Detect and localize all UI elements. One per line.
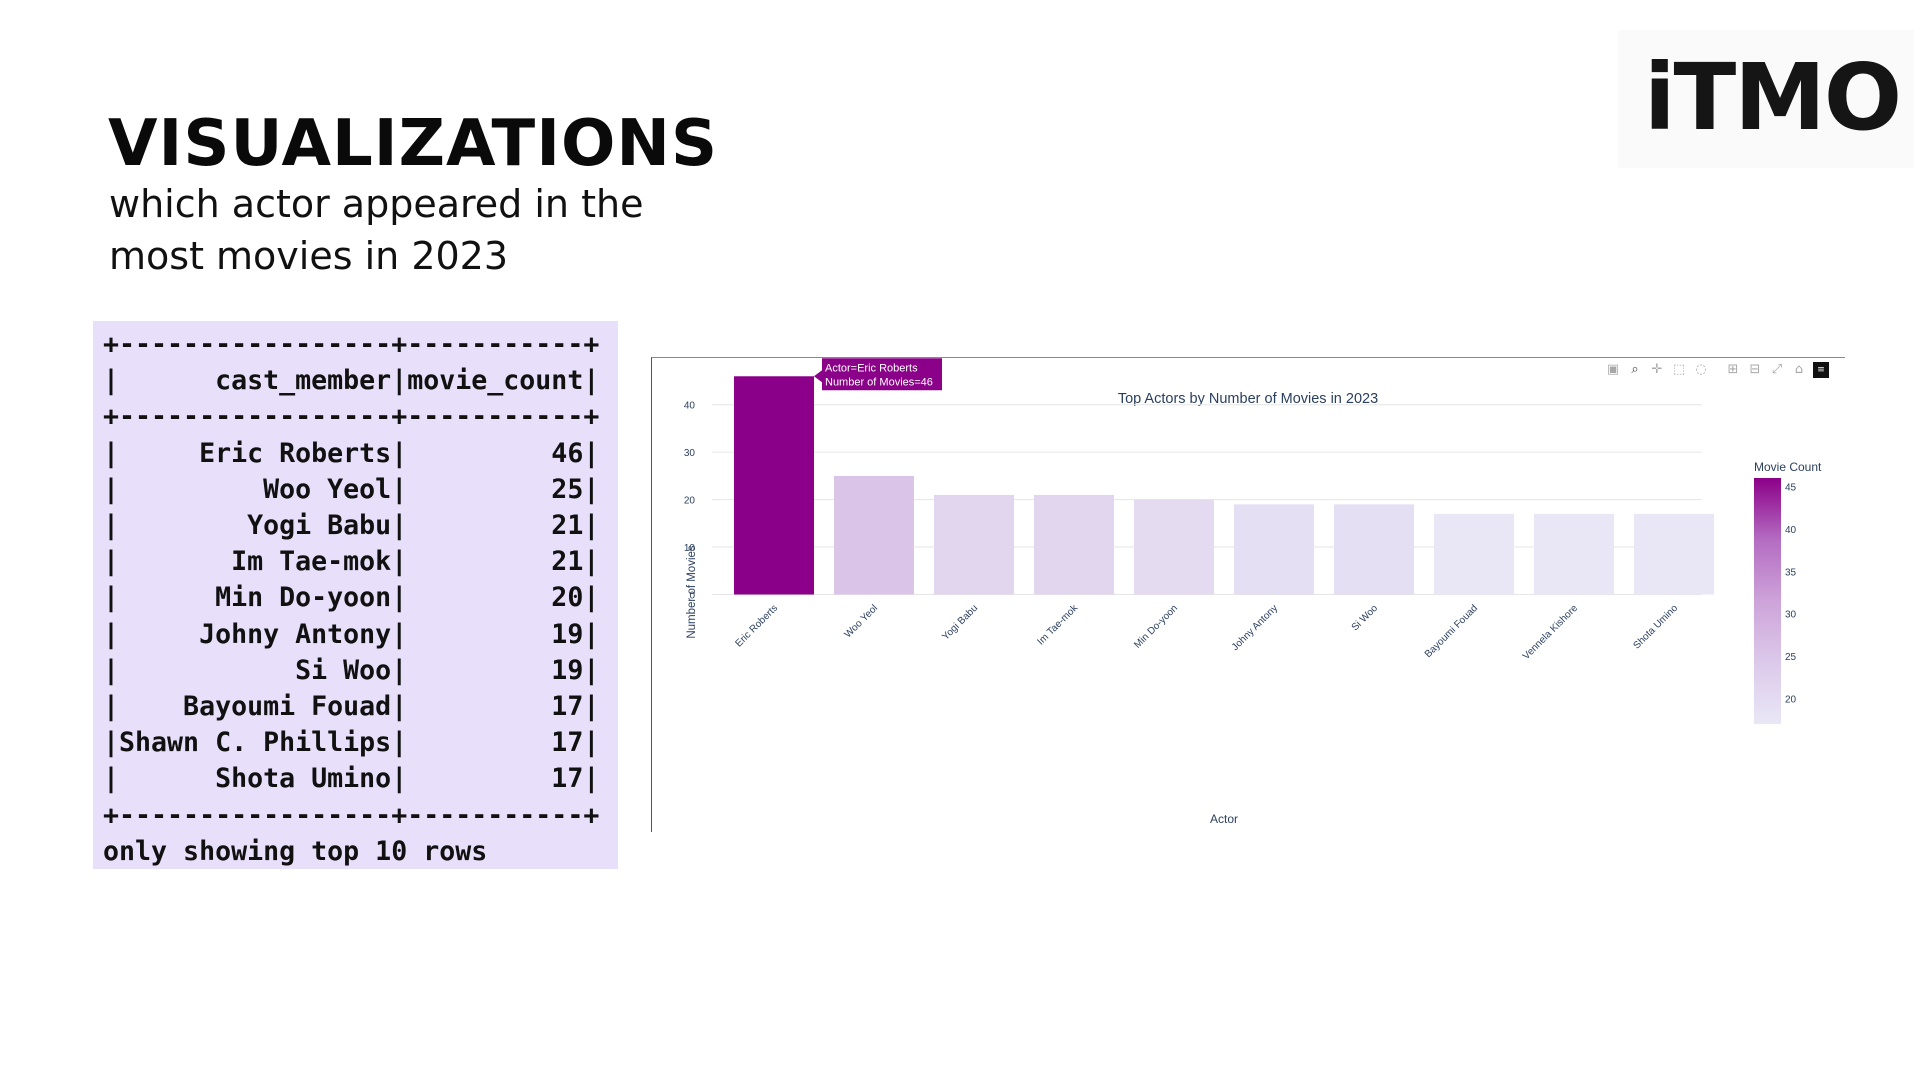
table-border: +-----------------+-----------+ [103,329,600,360]
table-row: | Im Tae-mok| 21| [103,546,600,578]
x-tick-label: Im Tae-mok [1036,602,1081,647]
autoscale-icon[interactable]: ⤢ [1771,362,1783,377]
y-axis-label: Number of Movies [686,545,698,639]
x-tick-label: Si Woo [1350,603,1381,634]
y-tick-label: 10 [684,543,696,554]
table-row: |Shawn C. Phillips| 17| [103,727,600,759]
table-row: | Min Do-yoon| 20| [103,582,600,614]
table-footer: only showing top 10 rows [103,835,488,867]
x-tick-label: Vennela Kishore [1521,603,1581,663]
colorbar-tick-label: 45 [1785,482,1797,493]
table-row: | Si Woo| 19| [103,654,600,686]
bar[interactable] [1434,513,1514,595]
bar[interactable] [1334,504,1414,595]
table-row: | Johny Antony| 19| [103,618,600,650]
itmo-logo: iTMO [1618,30,1914,168]
x-tick-label: Yogi Babu [940,603,980,643]
logo-text: iTMO [1644,44,1902,151]
x-tick-label: Min Do-yoon [1132,603,1180,651]
x-axis-ticks: Eric Roberts Woo Yeol Yogi Babu Im Tae-mok M… [733,602,1680,662]
colorbar-tick-label: 25 [1785,652,1797,663]
x-tick-label: Johny Antony [1230,603,1280,653]
table-row: | Bayoumi Fouad| 17| [103,691,600,723]
bar[interactable] [1534,513,1614,595]
chart-title: Top Actors by Number of Movies in 2023 [1118,391,1378,407]
bar[interactable] [1234,504,1314,595]
colorbar: Movie Count 20 25 30 35 40 45 [1754,460,1822,724]
x-tick-label: Bayoumi Fouad [1423,603,1480,660]
colorbar-ticks: 20 25 30 35 40 45 [1785,482,1797,705]
x-tick-label: Woo Yeol [843,603,881,641]
y-tick-label: 20 [684,496,696,507]
colorbar-gradient [1754,478,1781,724]
table-border: +-----------------+-----------+ [103,799,600,831]
bar[interactable] [1134,499,1214,595]
y-tick-label: 40 [684,401,696,412]
table-row: | Shota Umino| 17| [103,763,600,795]
y-axis-ticks: 0 10 20 30 40 [684,401,696,602]
home-icon[interactable]: ⌂ [1794,362,1804,377]
query-output-text: +-----------------+-----------+ | cast_m… [93,321,618,870]
table-border: +-----------------+-----------+ [103,401,600,433]
plot-modebar: ▣ ⌕ ✛ ⬚ ◌ ⊞ ⊟ ⤢ ⌂ ≡ [1605,362,1829,378]
table-row: | Eric Roberts| 46| [103,437,600,469]
camera-icon[interactable]: ▣ [1606,362,1620,377]
x-tick-label: Eric Roberts [733,603,780,650]
colorbar-tick-label: 35 [1785,567,1797,578]
bar[interactable] [934,494,1014,595]
lasso-icon[interactable]: ◌ [1695,362,1707,377]
colorbar-tick-label: 20 [1785,695,1797,706]
colorbar-title: Movie Count [1754,460,1822,474]
zoom-in-icon[interactable]: ⊞ [1727,362,1739,377]
bar[interactable] [1034,494,1114,595]
hover-tooltip-box [814,358,942,391]
pan-icon[interactable]: ✛ [1651,362,1663,377]
slide-subtitle: which actor appeared in the most movies … [109,182,644,278]
x-axis-label: Actor [1210,812,1238,826]
bar[interactable] [1634,513,1714,595]
box-select-icon[interactable]: ⬚ [1672,362,1686,377]
zoom-icon[interactable]: ⌕ [1631,362,1639,377]
slide-title: VISUALIZATIONS [108,107,719,181]
hover-tooltip-actor: Actor=Eric Roberts [825,362,918,374]
zoom-out-icon[interactable]: ⊟ [1749,362,1761,377]
table-row: | Woo Yeol| 25| [103,473,600,505]
chart-bars [734,376,1714,595]
bar[interactable] [834,475,914,595]
query-output-panel: +-----------------+-----------+ | cast_m… [93,321,618,869]
table-header-row: | cast_member|movie_count| [103,365,600,397]
table-row: | Yogi Babu| 21| [103,510,600,542]
y-tick-label: 30 [684,448,696,459]
x-tick-label: Shota Umino [1631,603,1680,652]
bar-chart: Top Actors by Number of Movies in 2023 0… [684,358,1822,826]
plotly-logo-icon[interactable]: ≡ [1813,362,1829,378]
colorbar-tick-label: 40 [1785,525,1797,536]
bar[interactable] [734,376,814,595]
hover-tooltip-count: Number of Movies=46 [825,376,933,388]
colorbar-tick-label: 30 [1785,610,1797,621]
y-tick-label: 0 [689,591,695,602]
hover-tooltip: Actor=Eric Roberts Number of Movies=46 [814,358,942,391]
